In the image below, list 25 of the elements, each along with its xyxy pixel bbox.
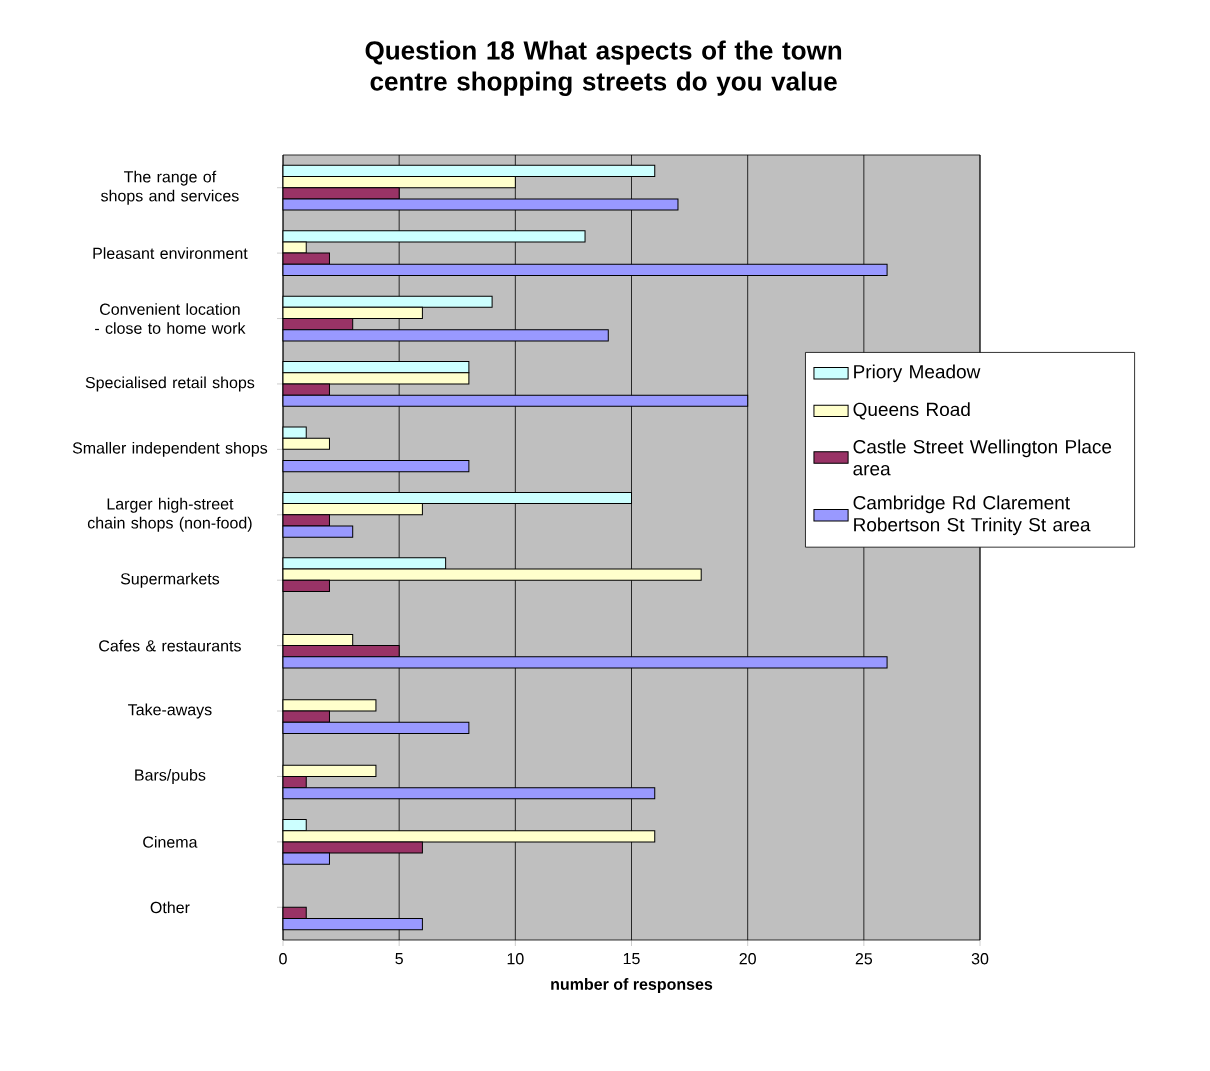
x-tick-label: 25 bbox=[855, 953, 873, 965]
legend-label: Castle Street Wellington Place area bbox=[853, 439, 1112, 476]
x-tick-label: 15 bbox=[623, 953, 640, 965]
legend-label: Priory Meadow bbox=[854, 364, 981, 383]
y-tick-label: Larger high-street chain shops (non-food) bbox=[87, 497, 252, 532]
x-tick-label: 30 bbox=[971, 953, 989, 965]
y-tick-label: Other bbox=[150, 901, 190, 914]
legend-label: Queens Road bbox=[853, 402, 970, 420]
chart-title: Question 18 What aspects of the town centre shopping streets do you value bbox=[365, 40, 842, 96]
y-tick-label: Cinema bbox=[143, 835, 198, 848]
legend-label: Cambridge Rd Clarement Robertson St Trinity St area bbox=[853, 495, 1091, 536]
y-tick-label: The range of shops and services bbox=[101, 170, 239, 205]
y-tick-label: Specialised retail shops bbox=[85, 376, 255, 392]
y-tick-label: Cafes & restaurants bbox=[99, 639, 241, 652]
x-tick-label: 10 bbox=[507, 953, 524, 965]
x-axis-title: number of responses bbox=[551, 978, 713, 994]
y-tick-label: Smaller independent shops bbox=[72, 441, 268, 457]
x-tick-label: 5 bbox=[395, 953, 403, 965]
y-tick-label: Bars/pubs bbox=[135, 768, 206, 784]
y-tick-label: Take-aways bbox=[128, 703, 212, 719]
y-tick-label: Supermarkets bbox=[120, 572, 220, 588]
x-tick-label: 20 bbox=[739, 953, 756, 965]
x-tick-label: 0 bbox=[279, 953, 287, 965]
y-tick-label: Pleasant environment bbox=[93, 247, 248, 259]
y-tick-label: Convenient location - close to home work bbox=[95, 303, 246, 334]
